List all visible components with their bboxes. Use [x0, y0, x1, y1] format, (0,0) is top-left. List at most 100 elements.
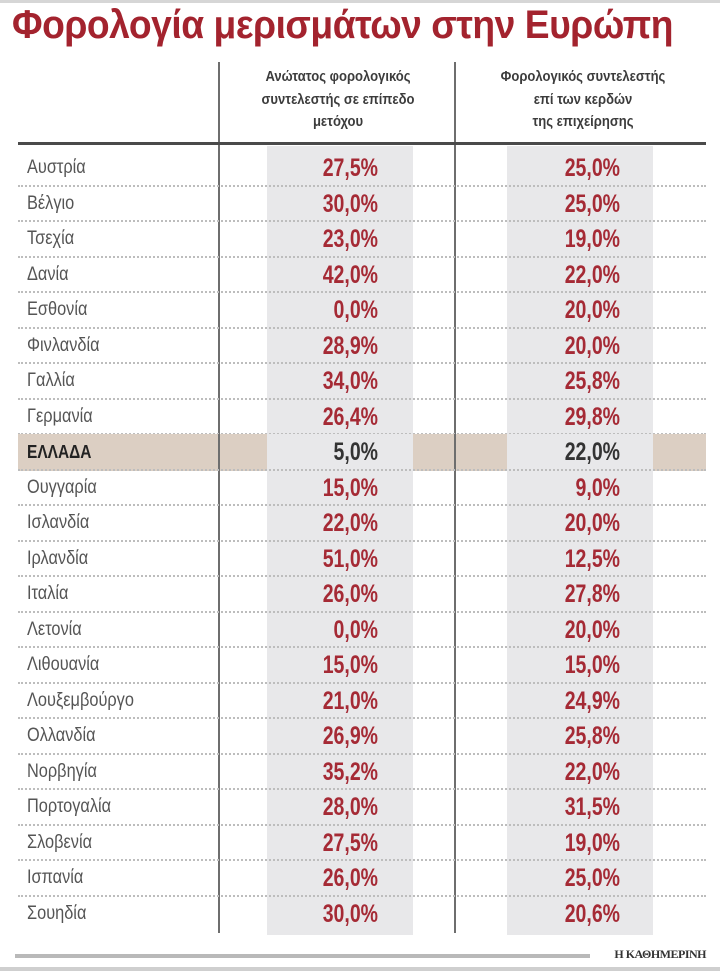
table-row: Βέλγιο 30,0% 25,0% — [18, 187, 706, 222]
country-name: Λουξεμβούργο — [27, 689, 134, 711]
row-separator — [18, 823, 706, 826]
country-name: Εσθονία — [27, 299, 88, 320]
country-name: Λιθουανία — [27, 654, 100, 675]
table-row: Τσεχία 23,0% 19,0% — [18, 222, 706, 258]
table-row: Ουγγαρία 15,0% 9,0% — [18, 471, 706, 506]
table-row: Ιρλανδία 51,0% 12,5% — [18, 542, 706, 577]
country-name: Λετονία — [27, 618, 82, 640]
country-name: Ουγγαρία — [27, 476, 97, 498]
row-separator — [18, 859, 706, 861]
row-separator — [18, 788, 706, 790]
table-row: Ισλανδία 22,0% 20,0% — [18, 506, 706, 542]
top-border — [0, 0, 720, 3]
table-row-highlighted: ΕΛΛΑΔΑ 5,0% 22,0% — [18, 434, 706, 471]
column-header-line: Φορολογικός συντελεστής — [500, 69, 666, 85]
country-name: Σλοβενία — [27, 831, 93, 853]
shareholder-rate-value: 15,0% — [322, 473, 378, 502]
corporate-rate-value: 31,5% — [564, 793, 620, 821]
country-name: Αυστρία — [27, 157, 86, 178]
table-row: Πορτογαλία 28,0% 31,5% — [18, 790, 706, 826]
shareholder-rate-value: 21,0% — [322, 686, 378, 715]
row-separator — [18, 610, 706, 613]
shareholder-rate-value: 26,9% — [322, 722, 378, 750]
country-name: Δανία — [27, 263, 69, 285]
corporate-rate-value: 9,0% — [575, 473, 620, 502]
row-separator — [18, 752, 706, 755]
shareholder-rate-value: 15,0% — [322, 651, 378, 679]
corporate-rate-value: 24,9% — [564, 686, 620, 715]
footer-rule — [15, 954, 590, 958]
shareholder-rate-value: 51,0% — [322, 544, 378, 573]
row-separator — [18, 504, 706, 506]
corporate-rate-value: 20,0% — [564, 509, 620, 537]
shareholder-rate-value: 26,4% — [322, 402, 378, 431]
row-separator — [18, 646, 706, 648]
country-name: ΕΛΛΑΔΑ — [27, 442, 92, 462]
column-header-line: της επιχείρησης — [532, 114, 634, 130]
shareholder-rate-value: 5,0% — [333, 438, 378, 466]
table-row: Ισπανία 26,0% 25,0% — [18, 861, 706, 897]
table-row: Αυστρία 27,5% 25,0% — [18, 151, 706, 187]
corporate-rate-value: 25,0% — [564, 154, 620, 182]
corporate-rate-value: 25,8% — [564, 367, 620, 395]
country-name: Ισπανία — [27, 867, 84, 888]
table-row: Φινλανδία 28,9% 20,0% — [18, 329, 706, 364]
table-row: Γερμανία 26,4% 29,8% — [18, 400, 706, 435]
table-body: Αυστρία 27,5% 25,0% Βέλγιο 30,0% 25,0% Τσεχία 2… — [18, 151, 706, 932]
shareholder-rate-value: 27,5% — [322, 154, 378, 182]
column-header-line: μετόχου — [312, 114, 364, 130]
corporate-rate-value: 27,8% — [564, 580, 620, 608]
shareholder-rate-value: 42,0% — [322, 260, 378, 289]
corporate-rate-value: 20,0% — [564, 615, 620, 644]
row-separator — [18, 539, 706, 542]
column-header-line: επί των κερδών — [533, 91, 633, 108]
shareholder-rate-value: 30,0% — [322, 899, 378, 928]
shareholder-rate-value: 28,9% — [322, 331, 378, 360]
country-name: Γερμανία — [27, 405, 93, 427]
column-header-line: συντελεστής σε επίπεδο — [261, 91, 415, 108]
shareholder-rate-value: 30,0% — [322, 189, 378, 218]
shareholder-rate-value: 26,0% — [322, 580, 378, 608]
row-separator — [18, 468, 706, 471]
country-name: Φινλανδία — [27, 334, 100, 356]
country-name: Ολλανδία — [27, 725, 96, 746]
column-header-line: Ανώτατος φορολογικός — [265, 69, 411, 85]
table-row: Σλοβενία 27,5% 19,0% — [18, 826, 706, 861]
shareholder-rate-value: 26,0% — [322, 864, 378, 892]
country-name: Σουηδία — [27, 902, 87, 924]
column-divider — [454, 434, 456, 471]
row-separator — [18, 326, 706, 329]
corporate-rate-value: 19,0% — [564, 828, 620, 857]
corporate-rate-value: 25,8% — [564, 722, 620, 750]
bottom-border — [0, 967, 720, 971]
row-separator — [18, 255, 706, 258]
table-row: Λουξεμβούργο 21,0% 24,9% — [18, 684, 706, 719]
column-shade-shareholder — [267, 434, 413, 471]
table-row: Νορβηγία 35,2% 22,0% — [18, 755, 706, 790]
country-name: Βέλγιο — [27, 192, 75, 214]
corporate-rate-value: 22,0% — [564, 260, 620, 289]
shareholder-rate-value: 28,0% — [322, 793, 378, 821]
row-separator — [18, 362, 706, 364]
country-name: Πορτογαλία — [27, 796, 112, 817]
table-row: Σουηδία 30,0% 20,6% — [18, 897, 706, 933]
row-separator — [18, 184, 706, 187]
corporate-rate-value: 25,0% — [564, 864, 620, 892]
corporate-rate-value: 20,0% — [564, 331, 620, 360]
corporate-rate-value: 15,0% — [564, 651, 620, 679]
country-name: Τσεχία — [27, 228, 75, 249]
shareholder-rate-value: 22,0% — [322, 509, 378, 537]
country-name: Γαλλία — [27, 370, 75, 391]
row-separator — [18, 291, 706, 293]
table-row: Ιταλία 26,0% 27,8% — [18, 577, 706, 613]
table-row: Εσθονία 0,0% 20,0% — [18, 293, 706, 329]
source-credit: Η ΚΑΘΗΜΕΡΙΝΗ — [614, 947, 706, 961]
column-divider — [454, 62, 456, 933]
column-header-shareholder-rate: Ανώτατος φορολογικός συντελεστής σε επίπ… — [234, 66, 443, 138]
shareholder-rate-value: 0,0% — [333, 615, 378, 644]
country-name: Ιταλία — [27, 583, 69, 604]
shareholder-rate-value: 35,2% — [322, 757, 378, 786]
table-row: Λιθουανία 15,0% 15,0% — [18, 648, 706, 684]
shareholder-rate-value: 27,5% — [322, 828, 378, 857]
table-row: Δανία 42,0% 22,0% — [18, 258, 706, 293]
